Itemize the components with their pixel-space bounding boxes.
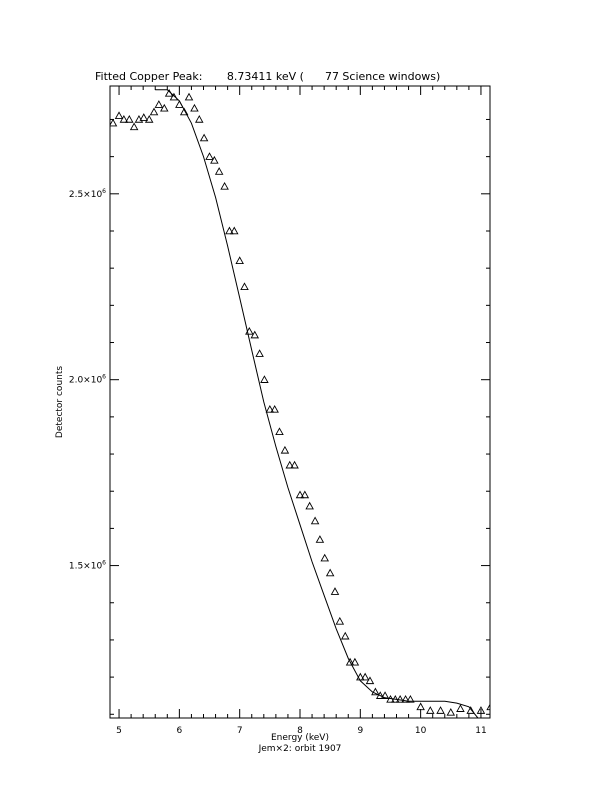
data-point [210,155,219,164]
data-point [466,706,475,714]
data-point [190,103,199,112]
data-point [235,256,244,264]
data-point [175,100,184,108]
data-point [325,568,335,577]
chart-subtitle: Jem×2: orbit 1907 [258,744,342,754]
data-point [310,516,320,525]
data-point [164,89,174,97]
data-point [350,657,360,666]
x-tick-label: 11 [475,726,486,736]
data-point [406,694,415,703]
data-point [149,107,159,116]
plot-frame [109,85,491,719]
data-point [300,490,310,499]
x-axis-label: Energy (keV) [271,733,329,743]
data-point [119,115,129,123]
data-point [225,226,234,235]
data-point [330,587,340,595]
data-point [380,691,390,699]
data-point [214,167,224,175]
data-point [245,326,254,335]
data-point [391,694,400,703]
data-point [486,703,490,711]
data-point [144,115,154,123]
data-point [179,107,189,116]
data-point [260,375,269,383]
data-point [285,460,295,469]
data-point [250,330,260,339]
y-tick-label: 1.5×106 [69,560,106,572]
y-tick-label: 2.0×106 [69,374,106,386]
x-tick-label: 8 [297,726,303,736]
data-point [426,706,435,714]
y-axis-label: Detector counts [55,366,65,438]
x-tick-label: 5 [116,726,122,736]
data-point [315,535,325,543]
data-point [345,657,355,666]
data-point [356,672,365,681]
data-point [255,349,264,357]
data-point [154,100,164,108]
data-point [199,133,209,142]
data-point [371,687,380,696]
data-point [395,694,405,703]
data-point [220,181,229,190]
fit-curve [155,89,479,718]
data-point [340,631,350,640]
data-point [184,92,194,101]
data-point [290,460,299,469]
y-tick-label: 2.5×106 [69,188,106,200]
data-point [125,115,134,123]
chart-title: Fitted Copper Peak: 8.73411 keV ( 77 Sci… [95,70,440,83]
fit-curve-layer [155,89,479,718]
data-point [305,501,314,510]
data-point [169,92,179,101]
data-point [139,113,149,121]
data-point [195,115,204,123]
data-point [386,694,395,703]
data-point [320,553,329,562]
data-point [456,704,465,712]
data-point [205,152,214,160]
y-axis-ticks: 1.5×106 2.0×106 2.5×106 [69,118,490,715]
data-point [476,706,486,714]
x-tick-label: 10 [415,726,427,736]
data-point [275,427,284,435]
x-tick-label: 6 [176,726,182,736]
data-point [360,672,370,681]
data-point [335,616,345,625]
data-point [401,694,410,703]
data-point [270,405,279,413]
data-point [446,707,456,716]
data-point [280,445,290,454]
data-points-layer [110,89,490,716]
data-point [375,691,385,699]
data-point [436,706,445,714]
data-point [240,282,249,291]
data-point [295,490,305,499]
x-tick-label: 9 [357,726,363,736]
data-point [416,702,425,711]
data-point [229,226,239,235]
data-point [129,122,139,131]
data-point [110,118,118,127]
data-point [114,111,124,119]
data-point [160,103,169,112]
x-tick-label: 7 [237,726,243,736]
x-axis-ticks: 5 6 7 8 9 10 11 [116,86,487,736]
data-point [365,676,375,685]
data-point [265,405,275,413]
